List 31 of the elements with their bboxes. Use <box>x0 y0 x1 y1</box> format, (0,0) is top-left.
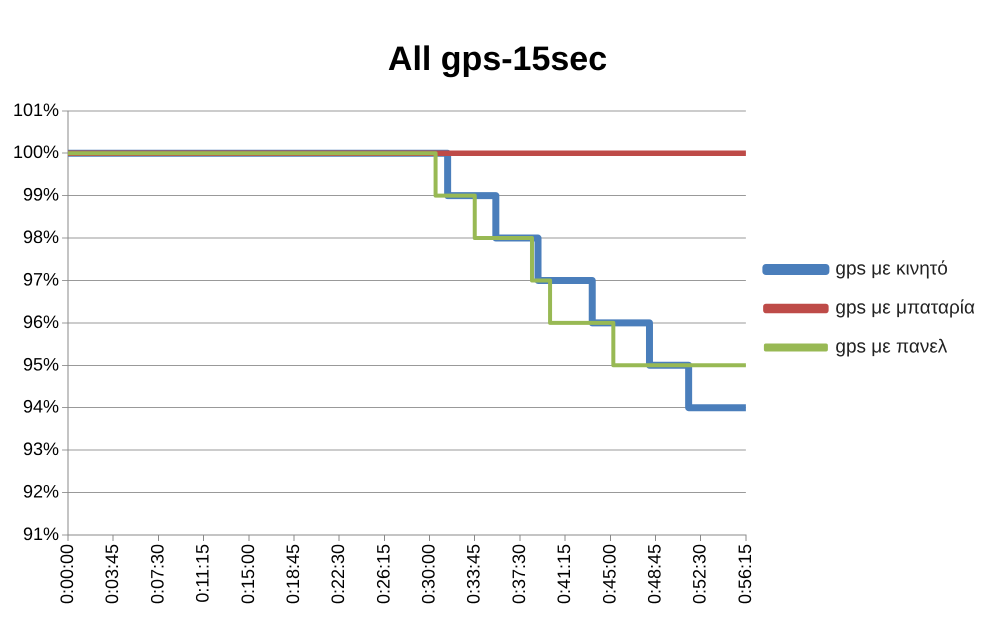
x-tick-label: 0:00:00 <box>57 544 78 604</box>
y-tick-label: 101% <box>12 100 60 120</box>
legend-label: gps με πανελ <box>835 336 948 358</box>
x-tick-label: 0:15:00 <box>238 544 258 604</box>
x-tick-label: 0:48:45 <box>644 544 664 604</box>
x-tick-label: 0:26:15 <box>373 544 394 604</box>
x-tick-label: 0:37:30 <box>508 544 529 604</box>
y-tick-label: 98% <box>23 227 60 248</box>
x-tick-label: 0:07:30 <box>147 544 168 604</box>
x-tick-label: 0:41:15 <box>554 544 574 604</box>
x-tick-label: 0:18:45 <box>282 544 303 604</box>
x-tick-label: 0:52:30 <box>690 544 710 604</box>
y-tick-label: 97% <box>23 269 60 290</box>
chart-title: All gps-15sec <box>388 40 608 78</box>
y-tick-label: 91% <box>23 524 60 544</box>
x-tick-label: 0:56:15 <box>734 544 755 604</box>
x-tick-label: 0:11:15 <box>192 544 213 603</box>
y-tick-label: 96% <box>23 312 60 332</box>
legend-label: gps με κινητό <box>835 258 948 280</box>
y-tick-label: 94% <box>23 396 60 417</box>
x-tick-label: 0:45:00 <box>599 544 620 604</box>
y-tick-label: 99% <box>23 184 60 205</box>
x-tick-label: 0:22:30 <box>328 544 348 604</box>
y-tick-label: 100% <box>12 142 60 162</box>
y-tick-label: 95% <box>23 354 60 374</box>
x-tick-label: 0:33:45 <box>464 544 484 604</box>
y-tick-label: 92% <box>23 482 60 502</box>
legend-label: gps με μπαταρία <box>835 298 976 319</box>
x-tick-label: 0:03:45 <box>102 544 122 604</box>
x-tick-label: 0:30:00 <box>418 544 439 604</box>
y-tick-label: 93% <box>23 439 60 460</box>
